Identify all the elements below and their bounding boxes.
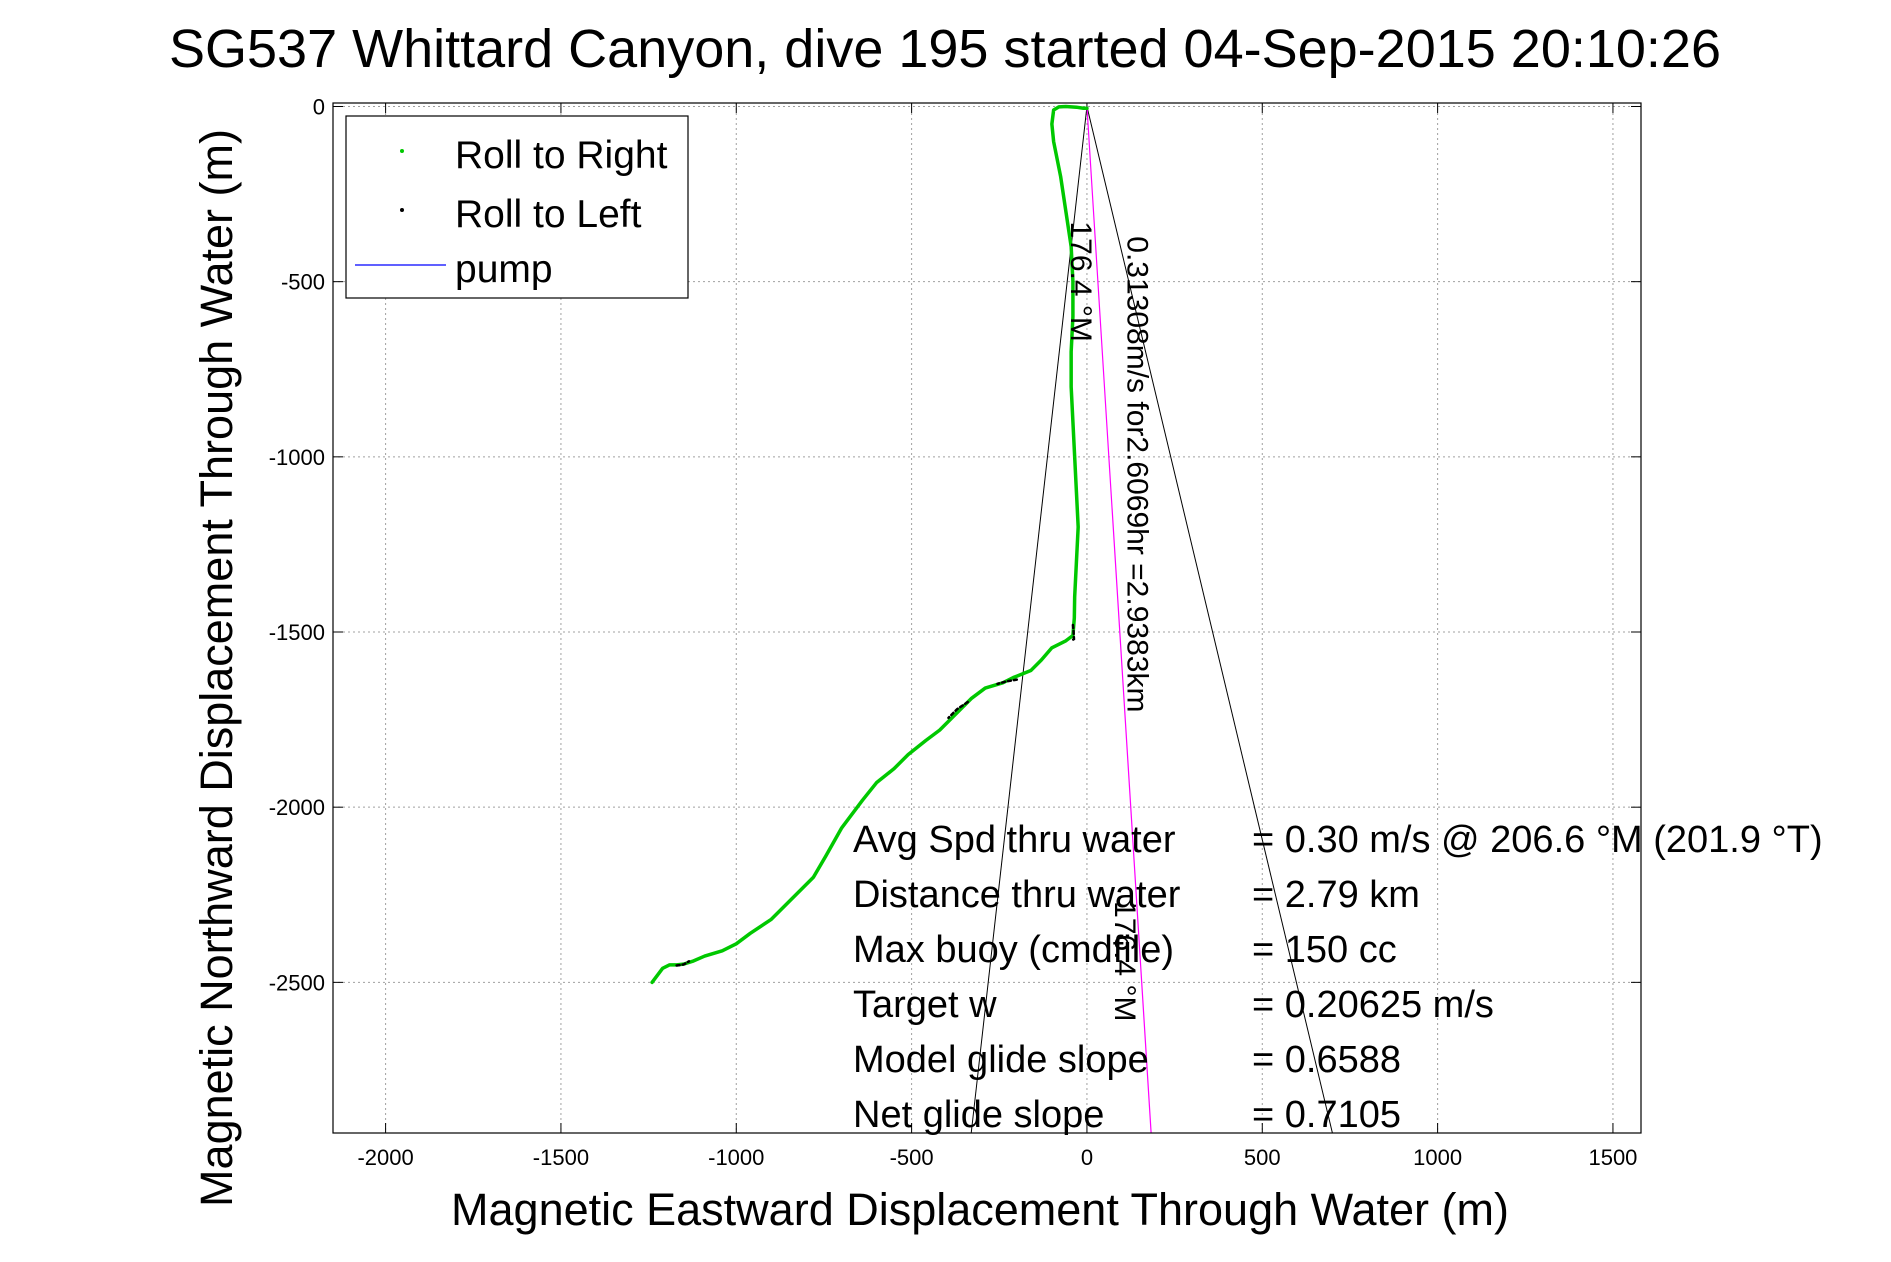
axis-ticks: -2000 -1500 -1000 -500 0 500 1000 1500 0 -500 -100… [269,95,1641,1170]
cone-line [1086,106,1333,1134]
y-axis-label: Magnetic Northward Displacement Through … [191,129,242,1207]
legend-box [345,115,689,299]
stat-distance-label: Distance thru water [853,874,1181,916]
stat-avg-speed-label: Avg Spd thru water [853,819,1176,861]
stat-max-buoy-label: Max buoy (cmdfile) [853,929,1174,971]
x-tick-label: -1500 [533,1145,589,1170]
heading-annotation: 176.4 °M [1064,221,1097,341]
x-tick-label: 0 [1081,1145,1093,1170]
y-tick-label: 0 [313,95,325,120]
dive-statistics: Avg Spd thru water = 0.30 m/s @ 206.6 °M… [853,819,1823,1136]
y-tick-label: -1500 [269,620,325,645]
legend-marker-roll-right [400,149,404,153]
stat-model-glide-value: = 0.6588 [1252,1039,1401,1081]
legend-label-pump: pump [455,248,553,291]
speed-distance-annotation: 0.31308m/s for2.6069hr =2.9383km [1120,236,1153,712]
stat-max-buoy-value: = 150 cc [1252,929,1397,971]
chart-title: SG537 Whittard Canyon, dive 195 started … [169,19,1721,79]
legend-label-roll-right: Roll to Right [455,134,668,177]
bearing-line [1086,106,1152,1134]
x-tick-label: 500 [1244,1145,1281,1170]
series-roll-right [650,104,1089,985]
stat-distance-value: = 2.79 km [1252,874,1420,916]
x-tick-label: -500 [890,1145,934,1170]
x-tick-label: 1000 [1413,1145,1462,1170]
stat-target-w-value: = 0.20625 m/s [1252,984,1494,1026]
legend-marker-roll-left [400,208,404,212]
legend-label-roll-left: Roll to Left [455,193,642,236]
plot-frame [332,102,1642,1134]
series-roll-left-segment [1069,623,1076,643]
stat-net-glide-value: = 0.7105 [1252,1094,1401,1136]
rotated-annotations: 176.4 °M 0.31308m/s for2.6069hr =2.9383k… [1064,221,1153,1021]
y-tick-label: -1000 [269,445,325,470]
stat-net-glide-label: Net glide slope [853,1094,1104,1136]
stat-avg-speed-value: = 0.30 m/s @ 206.6 °M (201.9 °T) [1252,819,1823,861]
grid [333,103,1641,1133]
series-roll-left-segment [996,678,1019,686]
y-tick-label: -500 [281,270,325,295]
x-axis-label: Magnetic Eastward Displacement Through W… [451,1184,1509,1235]
heading-annotation-lower: 176.4 °M [1108,901,1141,1021]
stat-target-w-label: Target w [853,984,997,1026]
legend: Roll to Right Roll to Left pump [345,115,689,299]
annotation-lines [970,106,1333,1134]
x-tick-label: 1500 [1588,1145,1637,1170]
y-tick-label: -2000 [269,795,325,820]
stat-model-glide-label: Model glide slope [853,1039,1149,1081]
series-roll-left-segment [675,960,691,967]
y-tick-label: -2500 [269,970,325,995]
cone-line [970,106,1088,1134]
series-roll-left-segment [947,700,969,720]
series [650,104,1089,985]
x-tick-label: -1000 [708,1145,764,1170]
x-tick-label: -2000 [357,1145,413,1170]
